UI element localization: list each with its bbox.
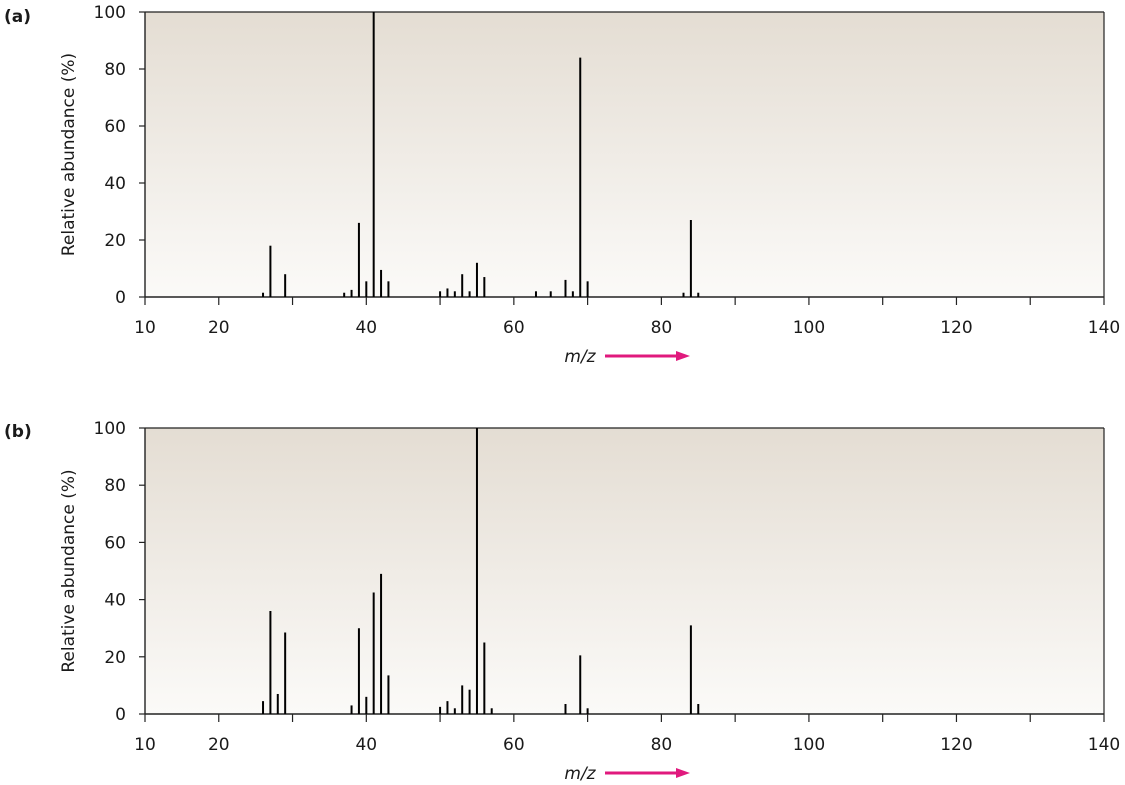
panel-a-plot-background: [145, 12, 1104, 297]
panel-a-x-tick-label-40: 40: [355, 318, 377, 338]
panel-b-arrow-head-icon: [676, 768, 690, 778]
panel-b-x-tick-label-10: 10: [134, 735, 156, 755]
panel-a-y-tick-label-0: 0: [115, 288, 126, 308]
panel-b-x-tick-label-40: 40: [355, 735, 377, 755]
panel-a-x-tick-label-10: 10: [134, 318, 156, 338]
panel-b-y-tick-label-0: 0: [115, 705, 126, 725]
panel-a-x-tick-label-60: 60: [503, 318, 525, 338]
panel-a-label: (a): [4, 7, 31, 27]
panel-a-y-tick-label-100: 100: [94, 3, 126, 23]
panel-a: 10 20 40 60 80 100 120 140 0 20 40 60 80 100 Relative …: [4, 3, 1120, 367]
panel-b: 10 20 40 60 80 100 120 140 0 20 40 60 80 100 Relative …: [4, 419, 1120, 784]
panel-b-x-tick-label-140: 140: [1088, 735, 1120, 755]
panel-b-x-tick-label-80: 80: [651, 735, 673, 755]
panel-b-y-tick-label-20: 20: [104, 648, 126, 668]
panel-a-y-tick-label-60: 60: [104, 117, 126, 137]
panel-b-y-tick-label-100: 100: [94, 419, 126, 439]
panel-a-x-tick-label-100: 100: [793, 318, 825, 338]
panel-a-x-tick-label-80: 80: [651, 318, 673, 338]
panel-a-arrow-head-icon: [676, 351, 690, 361]
panel-b-x-tick-label-100: 100: [793, 735, 825, 755]
panel-a-x-tick-label-140: 140: [1088, 318, 1120, 338]
panel-b-x-axis-title: m/z: [564, 764, 596, 784]
panel-a-y-tick-label-40: 40: [104, 174, 126, 194]
panel-b-y-axis-title: Relative abundance (%): [59, 469, 79, 672]
panel-b-y-tick-label-40: 40: [104, 591, 126, 611]
panel-b-y-tick-label-60: 60: [104, 533, 126, 553]
panel-b-x-tick-label-120: 120: [940, 735, 972, 755]
panel-b-y-tick-label-80: 80: [104, 476, 126, 496]
panel-a-x-tick-label-120: 120: [940, 318, 972, 338]
panel-b-plot-background: [145, 428, 1104, 714]
panel-a-x-tick-label-20: 20: [208, 318, 230, 338]
panel-a-y-tick-label-20: 20: [104, 231, 126, 251]
panel-b-x-tick-label-20: 20: [208, 735, 230, 755]
panel-a-x-axis-title: m/z: [564, 347, 596, 367]
panel-b-x-tick-label-60: 60: [503, 735, 525, 755]
panel-a-y-tick-label-80: 80: [104, 60, 126, 80]
panel-a-y-axis-title: Relative abundance (%): [59, 53, 79, 256]
panel-b-label: (b): [4, 422, 32, 442]
